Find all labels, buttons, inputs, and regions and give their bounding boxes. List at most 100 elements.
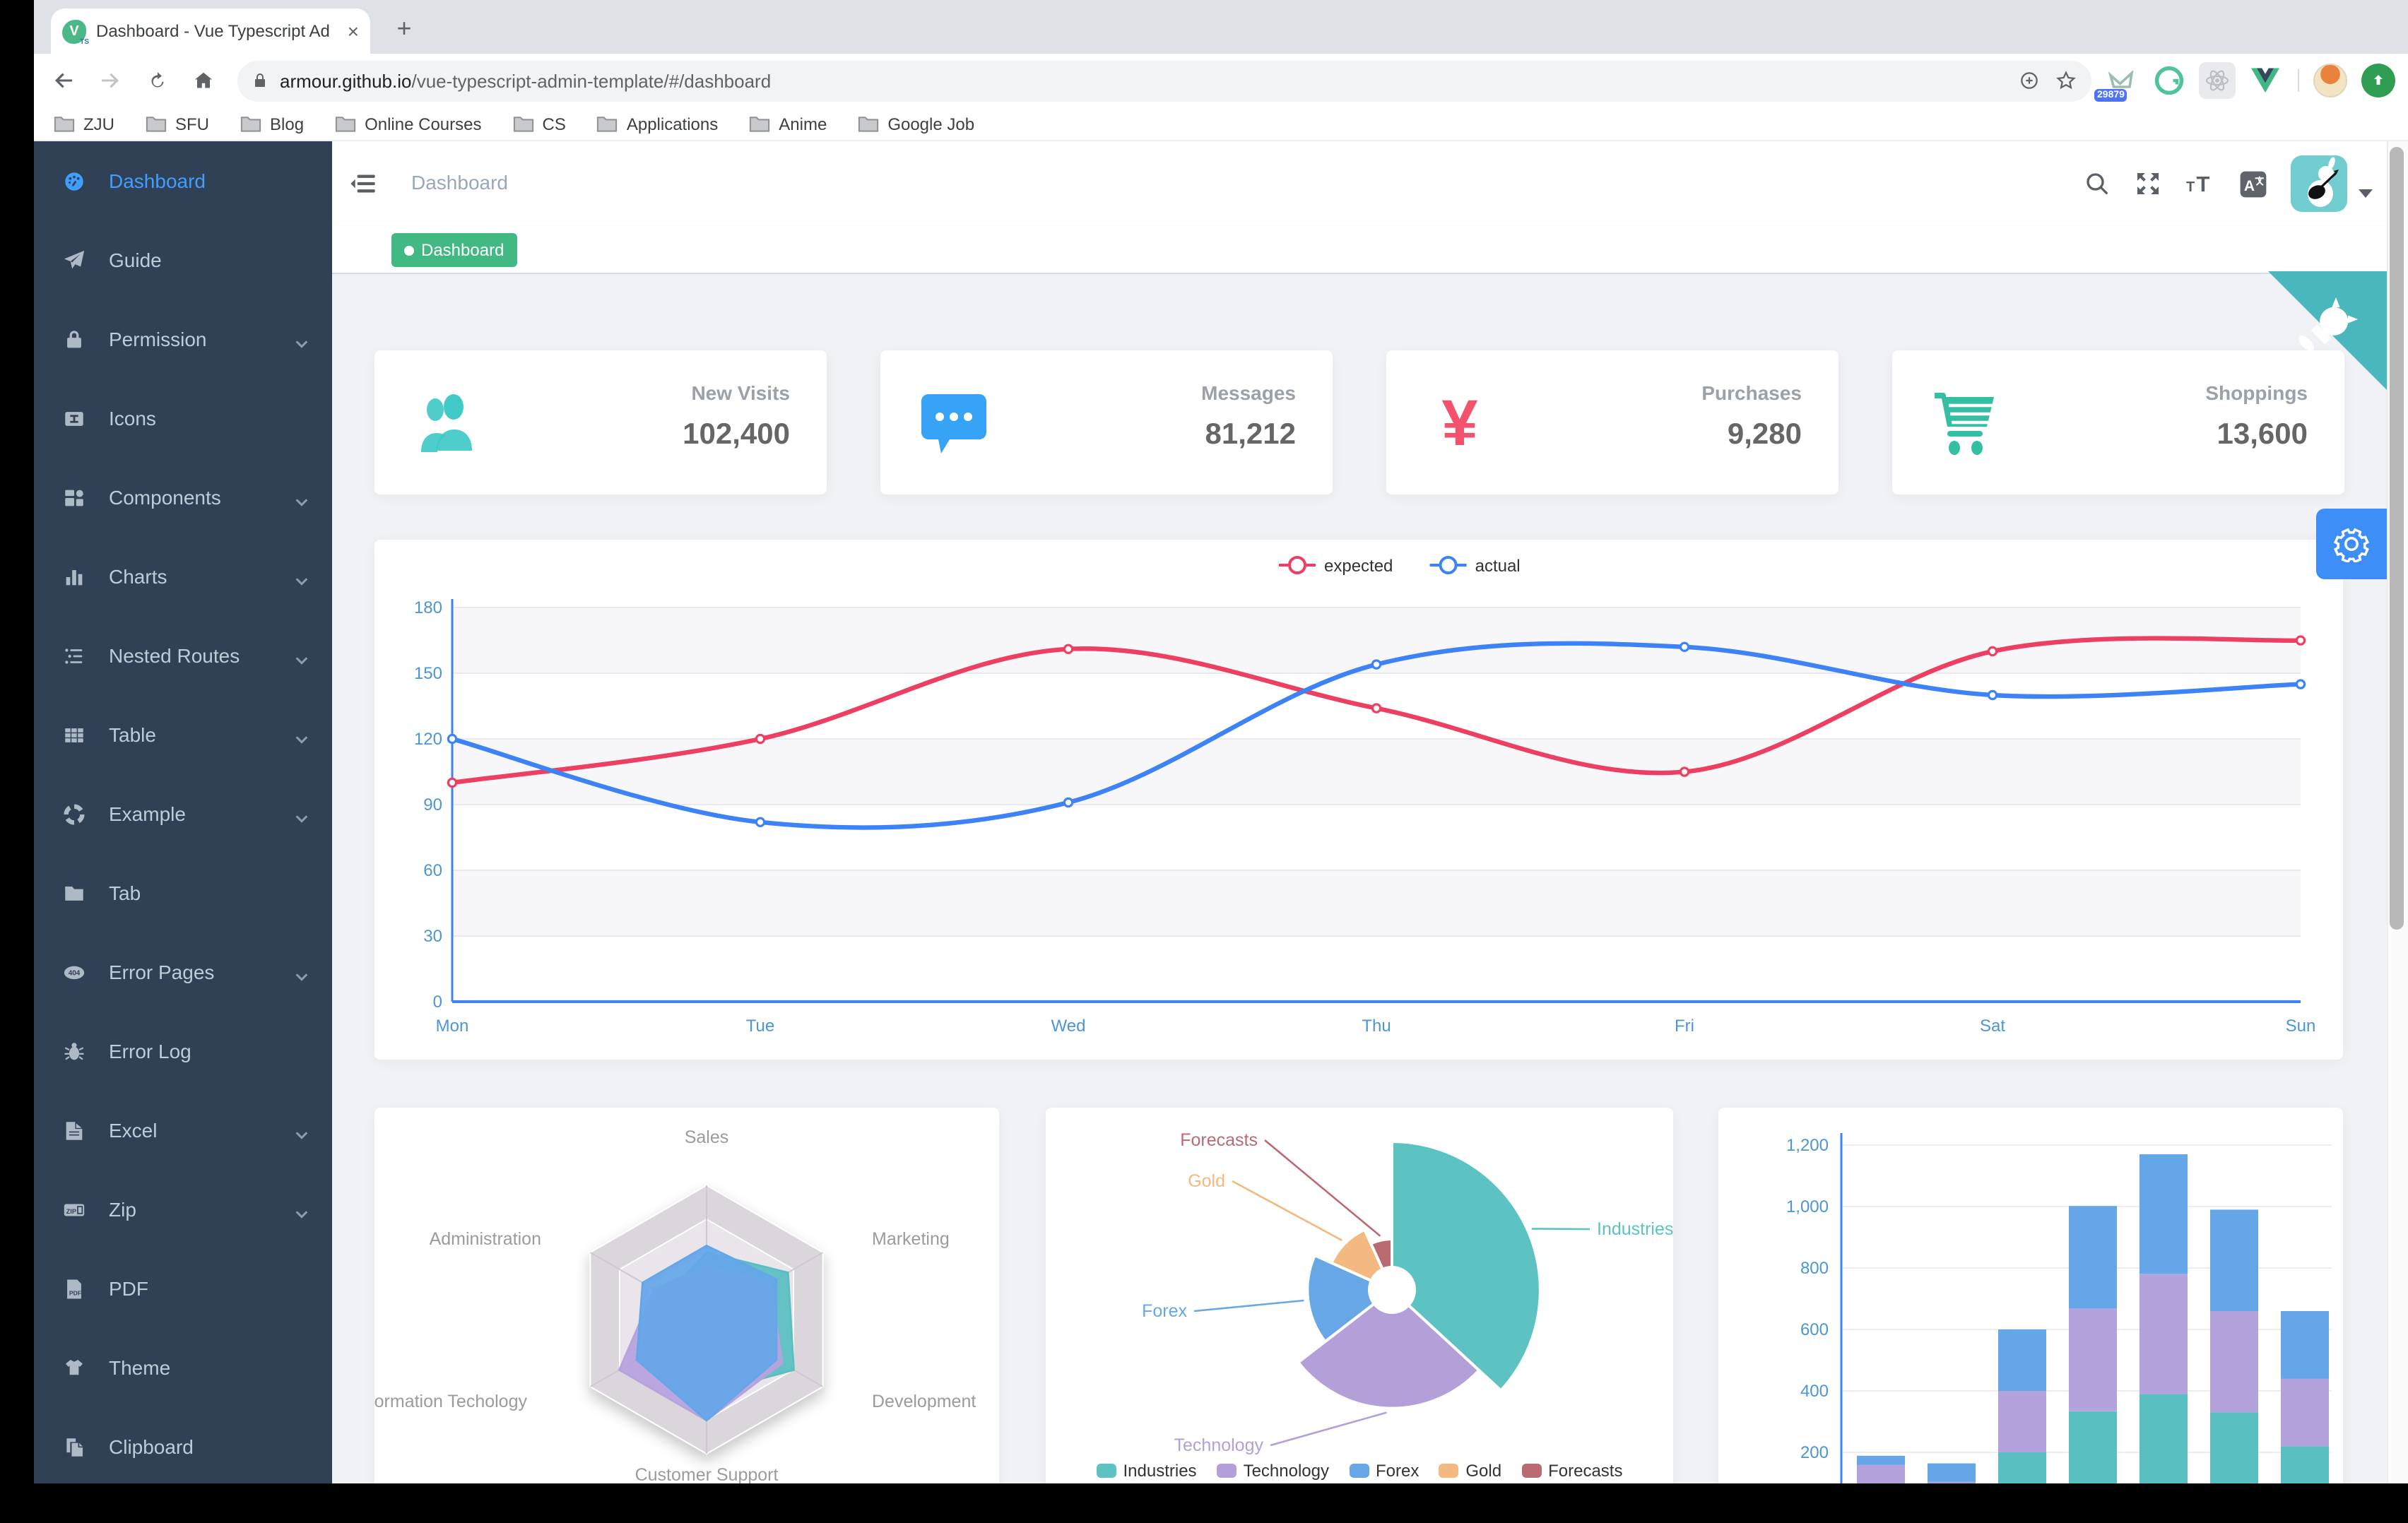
line-chart-card: 180 150 120 90 60 30 0 Mon Tue Wed Thu Fri Sat Sun exp… <box>374 540 2343 1060</box>
sidebar-item-zip[interactable]: ZIP Zip <box>34 1170 332 1249</box>
pdf-icon: PDF <box>67 1279 81 1298</box>
search-icon[interactable] <box>2083 170 2111 198</box>
svg-text:150: 150 <box>414 664 442 683</box>
svg-text:T: T <box>2197 172 2210 196</box>
stat-panel-messages[interactable]: Messages 81,212 <box>880 350 1333 494</box>
extension-react-icon[interactable] <box>2199 62 2236 99</box>
sidebar-item-icons[interactable]: Icons <box>34 379 332 458</box>
sidebar-item-guide[interactable]: Guide <box>34 220 332 300</box>
nested-routes-icon <box>65 648 83 663</box>
theme-icon <box>65 1358 83 1375</box>
bookmark-item[interactable]: ZJU <box>54 114 114 134</box>
scrollbar-thumb[interactable] <box>2390 147 2404 930</box>
bar-chart-card: 1,200 1,000 800 600 400 200 <box>1718 1108 2343 1483</box>
zoom-page-icon[interactable] <box>2018 69 2041 92</box>
bookmark-star-icon[interactable] <box>2055 69 2077 92</box>
pie-legend-item[interactable]: Forex <box>1349 1461 1419 1481</box>
home-button[interactable] <box>187 64 220 97</box>
settings-gear-button[interactable] <box>2316 509 2387 579</box>
tab-close-icon[interactable]: × <box>347 20 359 42</box>
stat-panel-new-visits[interactable]: New Visits 102,400 <box>374 350 827 494</box>
extension-mail-icon[interactable]: 29879 <box>2094 62 2140 102</box>
sidebar-item-pdf[interactable]: PDF PDF <box>34 1249 332 1328</box>
sidebar-item-permission[interactable]: Permission <box>34 300 332 379</box>
svg-text:Tue: Tue <box>746 1017 774 1036</box>
new-tab-button[interactable]: + <box>396 13 412 42</box>
sidebar-item-clipboard[interactable]: Clipboard <box>34 1407 332 1483</box>
error-pages-icon: 404 <box>64 965 85 979</box>
clipboard-icon <box>66 1438 83 1456</box>
pie-chart[interactable]: Industries Technology Forex Gold Forecasts <box>1046 1108 1673 1458</box>
svg-text:800: 800 <box>1800 1259 1829 1278</box>
forward-button[interactable] <box>93 64 127 97</box>
pie-legend-item[interactable]: Forecasts <box>1521 1461 1622 1481</box>
sidebar-item-components[interactable]: Components <box>34 458 332 537</box>
bookmark-item[interactable]: SFU <box>146 114 209 134</box>
sidebar-item-example[interactable]: Example <box>34 774 332 853</box>
pie-legend-item[interactable]: Gold <box>1439 1461 1501 1481</box>
bar-chart[interactable]: 1,200 1,000 800 600 400 200 <box>1718 1108 2343 1483</box>
profile-avatar[interactable] <box>2313 64 2347 97</box>
tag-dashboard[interactable]: Dashboard <box>391 233 517 267</box>
radar-chart[interactable]: Sales Administration Information Techology… <box>374 1108 999 1483</box>
avatar-caret-icon[interactable] <box>2359 189 2373 198</box>
stat-panel-purchases[interactable]: ¥ Purchases 9,280 <box>1386 350 1839 494</box>
bookmark-item[interactable]: Blog <box>240 114 304 134</box>
reload-button[interactable] <box>140 64 174 97</box>
sidebar-item-nested-routes[interactable]: Nested Routes <box>34 616 332 695</box>
line-chart[interactable]: 180 150 120 90 60 30 0 Mon Tue Wed Thu Fri Sat Sun exp… <box>374 540 2343 1060</box>
url-bar[interactable]: armour.github.io/vue-typescript-admin-te… <box>237 60 2091 101</box>
bookmark-item[interactable]: Google Job <box>858 114 974 134</box>
svg-text:Wed: Wed <box>1051 1017 1086 1036</box>
sidebar-item-error-pages[interactable]: 404 Error Pages <box>34 932 332 1012</box>
browser-tab[interactable]: V TS Dashboard - Vue Typescript Ad × <box>51 8 370 54</box>
svg-text:404: 404 <box>69 969 81 977</box>
user-avatar[interactable] <box>2291 155 2347 212</box>
fullscreen-icon[interactable] <box>2134 170 2162 198</box>
table-icon <box>65 728 83 742</box>
back-button[interactable] <box>47 64 81 97</box>
extension-grammarly-icon[interactable] <box>2151 62 2188 99</box>
guide-icon <box>64 249 85 268</box>
sidebar-item-theme[interactable]: Theme <box>34 1328 332 1407</box>
sidebar-item-excel[interactable]: Excel <box>34 1091 332 1170</box>
svg-text:actual: actual <box>1475 557 1521 576</box>
chevron-down-icon <box>294 492 309 517</box>
tab-icon <box>65 886 83 900</box>
sidebar-item-charts[interactable]: Charts <box>34 537 332 616</box>
bookmark-item[interactable]: CS <box>513 114 566 134</box>
svg-text:Forecasts: Forecasts <box>1180 1130 1258 1150</box>
hamburger-icon[interactable] <box>349 170 377 205</box>
toolbar-divider <box>2298 69 2299 92</box>
extension-vue-icon[interactable] <box>2247 62 2284 99</box>
browser-update-icon[interactable] <box>2361 64 2395 97</box>
chevron-down-icon <box>294 571 309 596</box>
money-icon: ¥ <box>1441 386 1478 459</box>
extension-badge: 29879 <box>2094 89 2127 102</box>
pie-legend-item[interactable]: Technology <box>1216 1461 1329 1481</box>
svg-text:1,200: 1,200 <box>1786 1136 1829 1155</box>
bookmark-item[interactable]: Online Courses <box>335 114 482 134</box>
tab-title: Dashboard - Vue Typescript Ad <box>96 21 330 41</box>
charts-icon <box>66 569 83 585</box>
bug-icon <box>64 1042 84 1060</box>
translate-icon[interactable]: A <box>2238 169 2268 198</box>
bookmark-item[interactable]: Applications <box>597 114 718 134</box>
bookmark-item[interactable]: Anime <box>749 114 827 134</box>
stat-panel-shoppings[interactable]: Shoppings 13,600 <box>1892 350 2344 494</box>
example-icon <box>64 803 85 824</box>
svg-text:90: 90 <box>423 795 442 814</box>
sidebar-item-table[interactable]: Table <box>34 695 332 774</box>
sidebar-item-error-log[interactable]: Error Log <box>34 1012 332 1091</box>
svg-text:A: A <box>2244 177 2255 194</box>
svg-text:Sales: Sales <box>685 1127 729 1147</box>
github-corner[interactable] <box>2268 271 2387 390</box>
sidebar-item-tab[interactable]: Tab <box>34 853 332 932</box>
breadcrumb: Dashboard <box>411 171 508 194</box>
radar-chart-card: Sales Administration Information Techology… <box>374 1108 999 1483</box>
sidebar-item-dashboard[interactable]: Dashboard <box>34 141 332 220</box>
pie-legend-item[interactable]: Industries <box>1096 1461 1197 1481</box>
